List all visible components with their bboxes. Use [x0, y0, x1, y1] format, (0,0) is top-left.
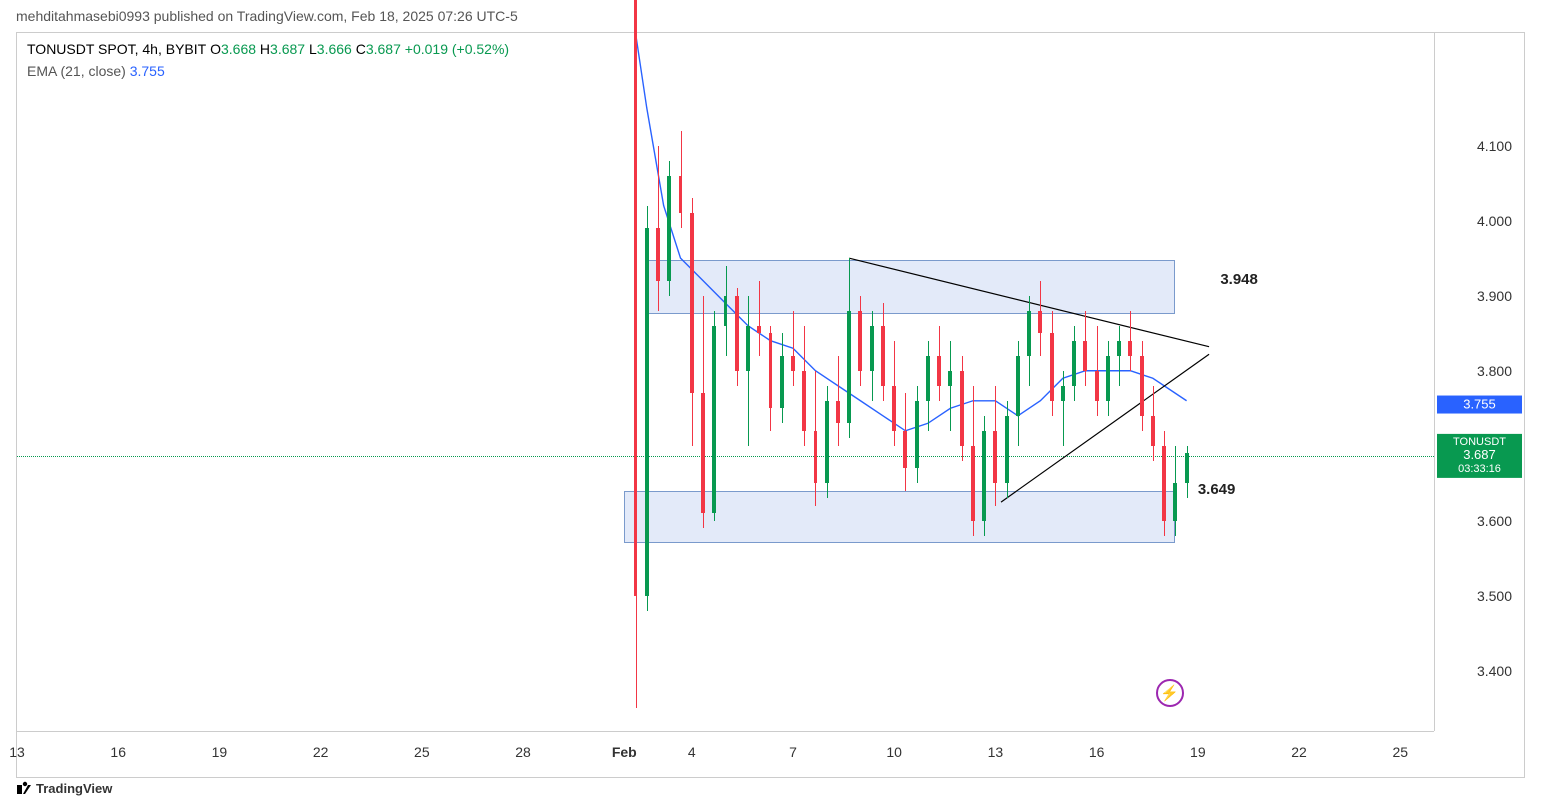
candle-body[interactable]	[735, 296, 739, 371]
x-tick: 25	[1392, 744, 1408, 760]
lower-zone[interactable]	[624, 491, 1175, 544]
x-tick: 7	[789, 744, 797, 760]
y-tick: 3.800	[1477, 363, 1512, 379]
x-tick: 10	[886, 744, 902, 760]
candle-body[interactable]	[870, 326, 874, 371]
candle-body[interactable]	[1151, 416, 1155, 446]
candle-body[interactable]	[814, 431, 818, 484]
candle-body[interactable]	[825, 401, 829, 484]
overlay-svg	[17, 33, 1434, 731]
last-price-line	[17, 456, 1434, 457]
candle-body[interactable]	[1106, 356, 1110, 401]
price-annotation: 3.948	[1220, 271, 1258, 288]
candle-body[interactable]	[993, 431, 997, 484]
candle-body[interactable]	[690, 213, 694, 393]
x-axis[interactable]: 131619222528Feb47101316192225	[17, 731, 1434, 777]
candle-body[interactable]	[1173, 483, 1177, 521]
candle-wick	[748, 296, 749, 446]
candle-body[interactable]	[948, 371, 952, 386]
candle-body[interactable]	[724, 296, 728, 326]
plot-area[interactable]: 3.948 3.649 ⚡	[17, 33, 1434, 731]
candle-body[interactable]	[645, 228, 649, 596]
candle-body[interactable]	[1083, 341, 1087, 371]
replay-icon[interactable]: ⚡	[1156, 679, 1184, 707]
x-tick: 4	[688, 744, 696, 760]
y-tick: 4.100	[1477, 138, 1512, 154]
candle-wick	[759, 281, 760, 356]
candle-body[interactable]	[712, 326, 716, 514]
candle-body[interactable]	[847, 311, 851, 424]
candle-body[interactable]	[634, 0, 638, 596]
candle-body[interactable]	[881, 326, 885, 386]
candle-body[interactable]	[791, 356, 795, 371]
candle-body[interactable]	[937, 356, 941, 386]
x-tick: 19	[212, 744, 228, 760]
candle-body[interactable]	[701, 393, 705, 513]
x-tick: 28	[515, 744, 531, 760]
candle-body[interactable]	[1038, 311, 1042, 334]
candle-wick	[1119, 326, 1120, 386]
candle-body[interactable]	[679, 176, 683, 214]
price-annotation: 3.649	[1198, 481, 1236, 498]
candle-body[interactable]	[892, 386, 896, 431]
candle-body[interactable]	[780, 356, 784, 409]
y-tick: 3.400	[1477, 663, 1512, 679]
publish-header: mehditahmasebi0993 published on TradingV…	[16, 8, 518, 24]
x-tick: 13	[988, 744, 1004, 760]
candle-body[interactable]	[1185, 453, 1189, 483]
candle-body[interactable]	[960, 371, 964, 446]
candle-body[interactable]	[656, 228, 660, 281]
candle-body[interactable]	[757, 326, 761, 334]
candle-body[interactable]	[1128, 341, 1132, 356]
ema-line	[624, 33, 1186, 431]
tradingview-logo[interactable]: TradingView	[16, 780, 112, 796]
candle-wick	[793, 311, 794, 386]
candle-body[interactable]	[1061, 386, 1065, 401]
candle-body[interactable]	[858, 311, 862, 371]
candle-body[interactable]	[746, 326, 750, 371]
y-tick: 3.900	[1477, 288, 1512, 304]
last-price-badge: TONUSDT3.68703:33:16	[1437, 433, 1522, 477]
candle-body[interactable]	[836, 401, 840, 424]
x-tick: 19	[1190, 744, 1206, 760]
y-tick: 3.600	[1477, 513, 1512, 529]
tv-logo-icon	[16, 780, 32, 796]
candle-body[interactable]	[667, 176, 671, 281]
candle-body[interactable]	[1095, 371, 1099, 401]
candle-body[interactable]	[1140, 356, 1144, 416]
x-tick: 16	[110, 744, 126, 760]
x-tick: 25	[414, 744, 430, 760]
candle-wick	[1063, 371, 1064, 446]
candle-body[interactable]	[982, 431, 986, 521]
x-tick: 13	[9, 744, 25, 760]
candle-body[interactable]	[1016, 356, 1020, 416]
candle-body[interactable]	[1050, 333, 1054, 401]
candle-body[interactable]	[1117, 341, 1121, 356]
candle-wick	[950, 341, 951, 431]
candle-body[interactable]	[1005, 416, 1009, 484]
candle-body[interactable]	[1027, 311, 1031, 356]
x-tick: 22	[1291, 744, 1307, 760]
x-tick: 16	[1089, 744, 1105, 760]
x-tick: 22	[313, 744, 329, 760]
y-axis[interactable]: 4.1004.0003.9003.8003.7003.6003.5003.400…	[1434, 33, 1524, 731]
candle-body[interactable]	[802, 371, 806, 431]
candle-body[interactable]	[971, 446, 975, 521]
chart-container: mehditahmasebi0993 published on TradingV…	[0, 0, 1541, 798]
candle-body[interactable]	[915, 401, 919, 469]
y-tick: 4.000	[1477, 213, 1512, 229]
candle-body[interactable]	[903, 431, 907, 469]
x-tick: Feb	[612, 744, 637, 760]
tv-logo-text: TradingView	[36, 781, 112, 796]
candle-body[interactable]	[926, 356, 930, 401]
candle-body[interactable]	[1162, 446, 1166, 521]
candle-body[interactable]	[1072, 341, 1076, 386]
chart-frame[interactable]: TONUSDT SPOT, 4h, BYBIT O3.668 H3.687 L3…	[16, 32, 1525, 778]
y-tick: 3.500	[1477, 588, 1512, 604]
ema-price-badge: 3.755	[1437, 395, 1522, 414]
candle-body[interactable]	[769, 333, 773, 408]
